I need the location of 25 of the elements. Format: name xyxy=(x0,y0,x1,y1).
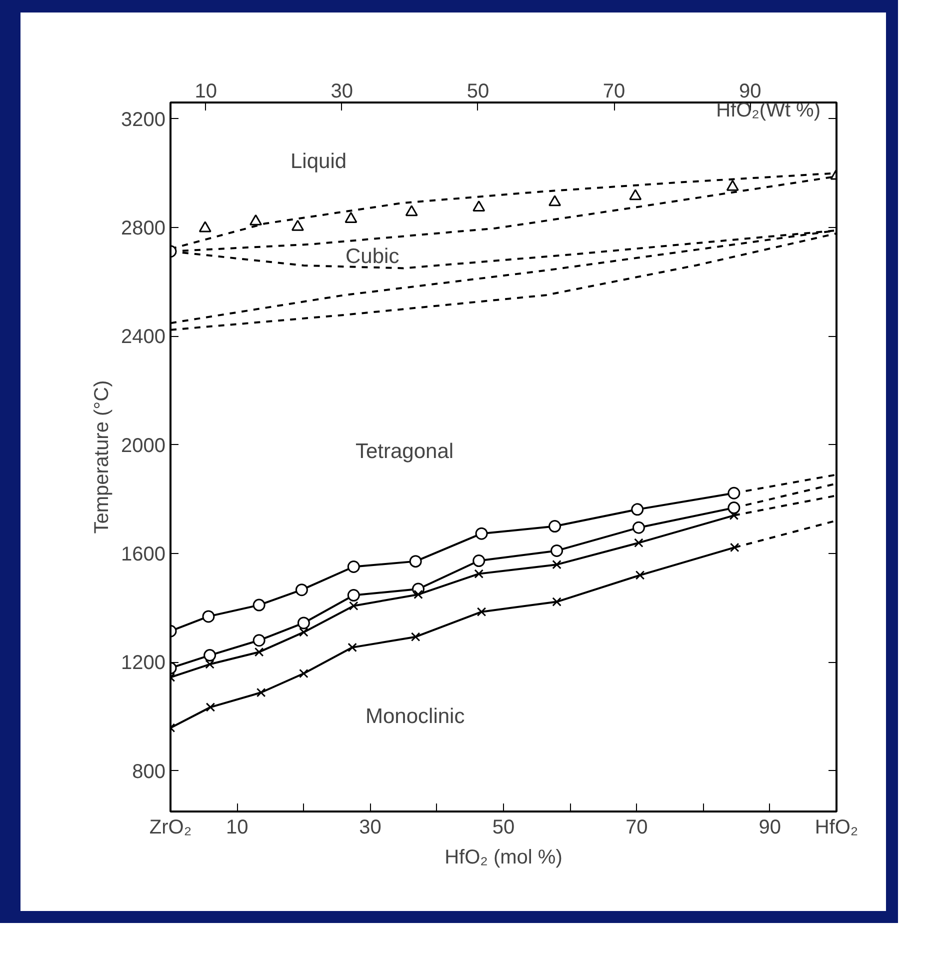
x-tick-label: 90 xyxy=(758,816,782,838)
annotation: Tetragonal xyxy=(356,440,454,463)
x2-tick-label: 90 xyxy=(738,80,762,102)
y-tick-label: 1200 xyxy=(121,652,166,674)
x2-tick-label: 30 xyxy=(330,80,354,102)
x-tick-label: 30 xyxy=(359,816,382,838)
y-tick-label: 2800 xyxy=(121,217,166,240)
x-axis-title: HfO₂ (mol %) xyxy=(444,846,562,868)
y-tick-label: 2000 xyxy=(121,434,166,457)
x-tick-label: HfO₂ xyxy=(814,816,858,838)
x2-tick-label: 10 xyxy=(194,80,217,102)
x2-tick-label: 70 xyxy=(602,80,626,102)
annotation: Monoclinic xyxy=(366,705,465,728)
x-tick-label: 70 xyxy=(626,816,648,838)
y-tick-label: 1600 xyxy=(121,543,166,566)
y-tick-label: 3200 xyxy=(121,108,166,131)
x-tick-label: 10 xyxy=(226,816,248,838)
x2-tick-label: 50 xyxy=(466,80,490,102)
x-tick-label: ZrO₂ xyxy=(149,816,192,838)
y-axis-title: Temperature (°C) xyxy=(91,380,114,534)
annotation: Liquid xyxy=(290,150,347,173)
x-tick-label: 50 xyxy=(492,816,515,838)
y-tick-label: 800 xyxy=(132,760,166,783)
annotation: Cubic xyxy=(346,245,400,268)
y-tick-label: 2400 xyxy=(121,326,166,348)
